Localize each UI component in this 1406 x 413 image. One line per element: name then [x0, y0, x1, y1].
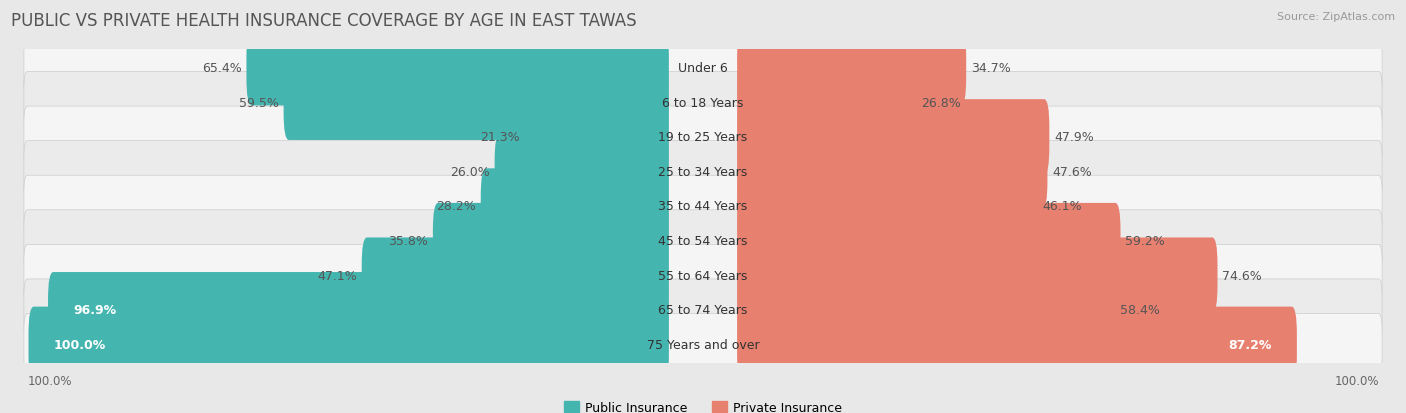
- Text: 75 Years and over: 75 Years and over: [647, 338, 759, 351]
- Legend: Public Insurance, Private Insurance: Public Insurance, Private Insurance: [564, 401, 842, 413]
- FancyBboxPatch shape: [737, 307, 1296, 382]
- Text: 46.1%: 46.1%: [1043, 200, 1083, 213]
- Text: 6 to 18 Years: 6 to 18 Years: [662, 97, 744, 109]
- Text: 28.2%: 28.2%: [436, 200, 477, 213]
- Text: 74.6%: 74.6%: [1222, 269, 1261, 282]
- FancyBboxPatch shape: [246, 31, 669, 106]
- FancyBboxPatch shape: [24, 245, 1382, 306]
- Text: 47.9%: 47.9%: [1054, 131, 1094, 144]
- Text: 100.0%: 100.0%: [27, 374, 72, 387]
- Text: 59.2%: 59.2%: [1125, 235, 1164, 247]
- Text: 26.8%: 26.8%: [921, 97, 960, 109]
- FancyBboxPatch shape: [24, 38, 1382, 99]
- Text: PUBLIC VS PRIVATE HEALTH INSURANCE COVERAGE BY AGE IN EAST TAWAS: PUBLIC VS PRIVATE HEALTH INSURANCE COVER…: [11, 12, 637, 30]
- FancyBboxPatch shape: [737, 134, 1047, 210]
- Text: 47.1%: 47.1%: [318, 269, 357, 282]
- FancyBboxPatch shape: [24, 279, 1382, 341]
- FancyBboxPatch shape: [24, 72, 1382, 134]
- FancyBboxPatch shape: [361, 238, 669, 313]
- FancyBboxPatch shape: [737, 203, 1121, 279]
- Text: 65 to 74 Years: 65 to 74 Years: [658, 304, 748, 316]
- Text: 87.2%: 87.2%: [1229, 338, 1272, 351]
- FancyBboxPatch shape: [28, 307, 669, 382]
- FancyBboxPatch shape: [481, 169, 669, 244]
- FancyBboxPatch shape: [737, 273, 1115, 348]
- Text: Under 6: Under 6: [678, 62, 728, 75]
- FancyBboxPatch shape: [524, 100, 669, 175]
- FancyBboxPatch shape: [24, 107, 1382, 168]
- Text: 65.4%: 65.4%: [202, 62, 242, 75]
- FancyBboxPatch shape: [24, 176, 1382, 237]
- Text: 96.9%: 96.9%: [73, 304, 117, 316]
- FancyBboxPatch shape: [737, 169, 1038, 244]
- Text: 45 to 54 Years: 45 to 54 Years: [658, 235, 748, 247]
- FancyBboxPatch shape: [284, 65, 669, 140]
- Text: 34.7%: 34.7%: [970, 62, 1011, 75]
- FancyBboxPatch shape: [495, 134, 669, 210]
- FancyBboxPatch shape: [737, 31, 966, 106]
- FancyBboxPatch shape: [24, 314, 1382, 375]
- Text: 19 to 25 Years: 19 to 25 Years: [658, 131, 748, 144]
- FancyBboxPatch shape: [48, 273, 669, 348]
- FancyBboxPatch shape: [433, 203, 669, 279]
- FancyBboxPatch shape: [737, 65, 917, 140]
- Text: 47.6%: 47.6%: [1052, 166, 1092, 178]
- FancyBboxPatch shape: [24, 210, 1382, 272]
- Text: 55 to 64 Years: 55 to 64 Years: [658, 269, 748, 282]
- Text: 26.0%: 26.0%: [450, 166, 491, 178]
- Text: 100.0%: 100.0%: [1334, 374, 1379, 387]
- FancyBboxPatch shape: [737, 100, 1049, 175]
- Text: 58.4%: 58.4%: [1121, 304, 1160, 316]
- FancyBboxPatch shape: [24, 141, 1382, 203]
- Text: 100.0%: 100.0%: [53, 338, 105, 351]
- FancyBboxPatch shape: [737, 238, 1218, 313]
- Text: 35 to 44 Years: 35 to 44 Years: [658, 200, 748, 213]
- Text: 35.8%: 35.8%: [388, 235, 429, 247]
- Text: 21.3%: 21.3%: [479, 131, 520, 144]
- Text: Source: ZipAtlas.com: Source: ZipAtlas.com: [1277, 12, 1395, 22]
- Text: 25 to 34 Years: 25 to 34 Years: [658, 166, 748, 178]
- Text: 59.5%: 59.5%: [239, 97, 278, 109]
